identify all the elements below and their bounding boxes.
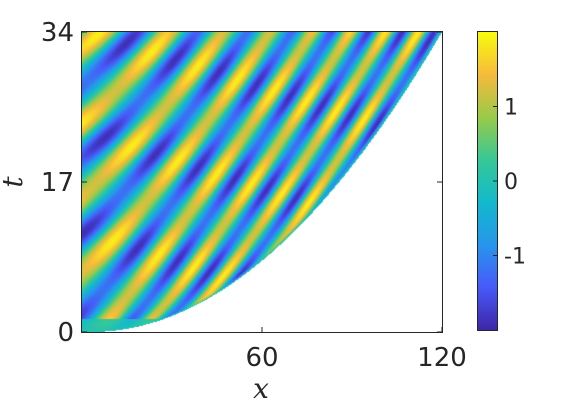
y-tick-label: 0 [57,318,74,348]
y-tick-label: 34 [41,18,74,48]
y-tick-label: 17 [41,168,74,198]
colorbar: 1 0 -1 [477,31,526,331]
colorbar-ticks: 1 0 -1 [493,96,526,270]
y-axis-label: t [0,176,29,188]
x-tick-label: 60 [245,343,278,373]
colorbar-frame [477,31,498,331]
x-axis-ticks: 60 120 [245,327,467,373]
colorbar-tick-label: 0 [504,170,518,195]
wave-field-heatmap [82,32,442,332]
x-axis-label: x [253,372,269,405]
plot-area [82,32,442,332]
colorbar-tick-label: -1 [504,245,526,270]
x-tick-label: 120 [417,343,467,373]
plot-frame [81,31,443,333]
colorbar-gradient [478,32,497,330]
y-axis-ticks: 0 17 34 [41,18,442,348]
colorbar-tick-label: 1 [504,96,518,121]
